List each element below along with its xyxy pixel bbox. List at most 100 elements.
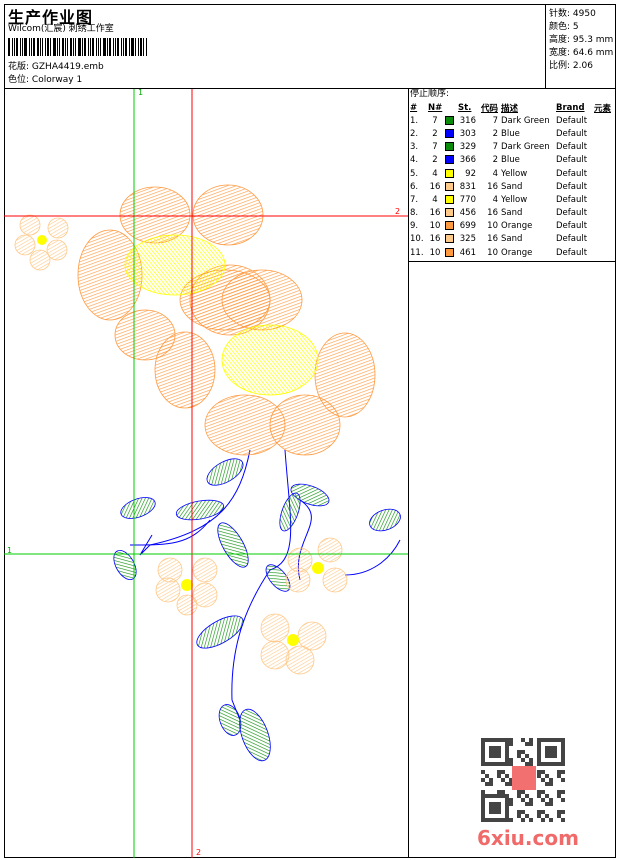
row-code: 4: [492, 194, 498, 205]
red-guide-label-right: 2: [395, 207, 401, 216]
row-code: 4: [492, 168, 498, 179]
col-st: St.: [458, 102, 472, 113]
seal-icon: [512, 766, 536, 790]
small-flower-centers: [37, 235, 324, 646]
row-index: 9.: [410, 221, 419, 232]
col-element: 元素: [594, 103, 612, 114]
row-stitches: 699: [459, 221, 476, 232]
row-brand: Default: [556, 155, 588, 166]
stat-height: 高度: 95.3 mm: [549, 35, 614, 45]
stat-width: 宽度: 64.6 mm: [549, 48, 614, 58]
table-row: 1. 7 316 7 Dark Green Default: [410, 114, 616, 127]
row-index: 6.: [410, 181, 419, 192]
row-needle: 16: [428, 180, 458, 193]
row-index: 8.: [410, 208, 419, 219]
green-guide-label-top: 1: [138, 88, 144, 97]
col-index: #: [410, 102, 418, 113]
stat-stitches: 针数: 4950: [549, 9, 596, 19]
stat-scale: 比例: 2.06: [549, 61, 593, 71]
table-row: 11. 10 461 10 Orange Default: [410, 246, 616, 259]
row-index: 11.: [410, 247, 424, 258]
col-brand: Brand: [556, 102, 585, 113]
row-index: 10.: [410, 234, 424, 245]
row-brand: Default: [556, 221, 588, 232]
table-row: 2. 2 303 2 Blue Default: [410, 127, 616, 140]
row-code: 16: [487, 181, 498, 192]
table-header: # N# St. 代码 描述 Brand 元素: [410, 101, 616, 114]
row-stitches: 329: [459, 142, 476, 153]
colorway: 色位: Colorway 1: [8, 75, 82, 86]
row-needle: 2: [428, 154, 458, 167]
row-index: 2.: [410, 128, 419, 139]
col-code: 代码: [480, 103, 498, 114]
page-title: 生产作业图: [8, 8, 94, 27]
row-code: 10: [487, 247, 498, 258]
table-row: 10. 16 325 16 Sand Default: [410, 233, 616, 246]
table-row: 6. 16 831 16 Sand Default: [410, 180, 616, 193]
row-needle: 10: [428, 220, 458, 233]
needle-number: 2: [432, 155, 438, 166]
row-brand: Default: [556, 194, 588, 205]
needle-number: 16: [429, 181, 441, 192]
row-code: 2: [492, 128, 498, 139]
color-swatch: [444, 194, 454, 204]
color-swatch: [444, 208, 454, 218]
design-file: 花版: GZHA4419.emb: [8, 62, 104, 73]
row-brand: Default: [556, 181, 588, 192]
row-description: Orange: [501, 221, 533, 232]
leaves: [113, 458, 401, 762]
row-description: Blue: [501, 155, 520, 166]
row-needle: 7: [428, 141, 458, 154]
color-swatch: [444, 115, 454, 125]
row-description: Sand: [501, 181, 523, 192]
table-row: 8. 16 456 16 Sand Default: [410, 207, 616, 220]
row-stitches: 831: [459, 181, 476, 192]
row-needle: 7: [428, 114, 458, 127]
row-code: 7: [492, 115, 498, 126]
panel-divider: [408, 88, 409, 858]
qr-code: [481, 738, 565, 822]
worksheet-frame: [4, 4, 616, 858]
needle-number: 4: [432, 194, 438, 205]
row-stitches: 92: [465, 168, 476, 179]
colorway-value: Colorway 1: [31, 75, 83, 85]
row-needle: 4: [428, 167, 458, 180]
row-stitches: 303: [459, 128, 476, 139]
row-brand: Default: [556, 247, 588, 258]
stop-sequence-table: # N# St. 代码 描述 Brand 元素 1. 7 316 7 Dark …: [410, 101, 616, 259]
row-index: 7.: [410, 194, 419, 205]
needle-number: 10: [429, 247, 441, 258]
barcode: [8, 38, 152, 56]
table-row: 5. 4 92 4 Yellow Default: [410, 167, 616, 180]
row-description: Sand: [501, 234, 523, 245]
row-brand: Default: [556, 234, 588, 245]
design-value: GZHA4419.emb: [31, 62, 104, 72]
row-description: Dark Green: [501, 115, 550, 126]
row-needle: 2: [428, 127, 458, 140]
stats-divider: [545, 4, 546, 88]
row-stitches: 461: [459, 247, 476, 258]
row-brand: Default: [556, 142, 588, 153]
large-flowers: [77, 184, 376, 456]
row-description: Yellow: [501, 194, 528, 205]
row-code: 16: [487, 208, 498, 219]
row-brand: Default: [556, 115, 588, 126]
col-desc: 描述: [501, 103, 519, 114]
row-stitches: 456: [459, 208, 476, 219]
row-needle: 4: [428, 193, 458, 206]
header-divider: [4, 88, 616, 89]
row-needle: 10: [428, 246, 458, 259]
row-code: 7: [492, 142, 498, 153]
row-stitches: 366: [459, 155, 476, 166]
row-stitches: 316: [459, 115, 476, 126]
color-swatch: [444, 155, 454, 165]
row-code: 10: [487, 221, 498, 232]
row-index: 5.: [410, 168, 419, 179]
row-brand: Default: [556, 168, 588, 179]
color-swatch: [444, 234, 454, 244]
watermark-logo: 6xiu.com: [477, 826, 579, 850]
table-row: 3. 7 329 7 Dark Green Default: [410, 141, 616, 154]
row-needle: 16: [428, 233, 458, 246]
green-guide-label-left: 1: [7, 546, 13, 555]
row-brand: Default: [556, 128, 588, 139]
